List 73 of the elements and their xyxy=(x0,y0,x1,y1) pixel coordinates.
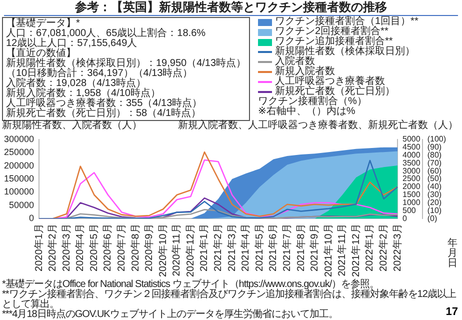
x-tick-label: 2020年3月 xyxy=(60,224,72,272)
y3-tick-label: (30) xyxy=(427,190,442,200)
x-tick-label: 2021年1月 xyxy=(198,224,210,272)
y-tick-label: 100000 xyxy=(4,186,34,197)
y3-axis-title: ワクチン接種割合（%） xyxy=(258,96,368,107)
x-tick-label: 2020年5月 xyxy=(88,224,100,272)
x-axis-title: 年月日 xyxy=(447,238,458,269)
legend-label: ワクチン接種者割合（1回目）** xyxy=(275,16,418,27)
y3-tick-label: (100) xyxy=(427,134,446,144)
y-tick-label: 300000 xyxy=(4,134,34,144)
y2-tick-label: 3500 xyxy=(402,158,421,168)
x-tick-label: 2021年9月 xyxy=(308,224,321,272)
x-tick-label: 2021年8月 xyxy=(294,224,307,272)
x-tick-label: 2022年1月 xyxy=(364,224,376,272)
x-tick-label: 2020年12月 xyxy=(184,224,196,278)
x-tick-label: 2020年10月 xyxy=(156,224,169,278)
y2-tick-label: 500 xyxy=(402,206,416,215)
x-tick-label: 2022年2月 xyxy=(377,224,390,272)
text: ***4月18日時点のGOV.UKウェブサイト上のデータを厚生労働省において加工。 xyxy=(2,309,338,320)
legend-label: 新規死亡者数（死亡日別） xyxy=(275,86,395,97)
y2-tick-label: 2000 xyxy=(402,182,421,192)
y2-tick-label: 5000 xyxy=(402,134,421,144)
y3-tick-label: (10) xyxy=(427,206,442,215)
x-tick-label: 2021年12月 xyxy=(350,224,362,278)
y2-axis-title: 新規入院者数、人工呼吸器つき療養者数、新規死亡者数（人） xyxy=(178,120,458,131)
y2-tick-label: 0 xyxy=(402,214,408,223)
y-tick-label: 250000 xyxy=(4,147,34,158)
chart-title: 参考：【英国】新規陽性者数等とワクチン接種者数の推移 xyxy=(74,0,388,15)
x-tick-label: 2022年3月 xyxy=(391,224,404,272)
y-tick-label: 150000 xyxy=(4,174,34,184)
x-tick-label: 2020年9月 xyxy=(143,224,156,272)
y-axis-title: 新規陽性者数、入院者数（人） xyxy=(2,120,142,131)
x-tick-label: 2020年1月 xyxy=(32,224,45,272)
x-tick-label: 2021年7月 xyxy=(280,224,293,272)
x-tick-label: 2021年6月 xyxy=(267,224,280,272)
y3-tick-label: (90) xyxy=(427,142,442,152)
x-tick-label: 2020年6月 xyxy=(102,224,114,272)
x-tick-label: 2021年2月 xyxy=(212,224,224,272)
text: *基礎データはOffice for National Statistics ウェブサイト（https://www.ons.gov.uk/）を参照。 xyxy=(2,279,380,290)
y3-tick-label: (20) xyxy=(427,198,442,207)
x-tick-label: 2020年2月 xyxy=(46,224,59,272)
y3-tick-label: (50) xyxy=(427,174,442,184)
legend-label: 人工呼吸器つき療養者数 xyxy=(275,76,385,87)
y3-tick-label: (60) xyxy=(427,166,442,176)
y2-tick-label: 3000 xyxy=(402,166,421,176)
y2-tick-label: 2500 xyxy=(402,174,421,184)
x-tick-label: 2020年8月 xyxy=(129,224,142,272)
y-tick-label: 0 xyxy=(29,213,34,224)
legend-label: 新規入院者数 xyxy=(275,66,335,77)
x-tick-label: 2020年7月 xyxy=(116,224,128,272)
x-tick-label: 2021年10月 xyxy=(322,224,334,278)
legend-label: 入院者数 xyxy=(275,56,315,67)
y3-tick-label: (0) xyxy=(427,214,438,223)
x-tick-label: 2020年4月 xyxy=(74,224,86,272)
x-tick-label: 2020年11月 xyxy=(170,224,183,276)
y-tick-label: 200000 xyxy=(4,160,34,170)
legend-label: ワクチン2回接種者割合** xyxy=(275,26,388,37)
y2-tick-label: 4000 xyxy=(402,150,421,160)
y3-tick-label: (70) xyxy=(427,158,442,168)
y2-tick-label: 1500 xyxy=(402,190,421,200)
x-tick-label: 2021年3月 xyxy=(226,224,238,272)
x-tick-label: 2021年4月 xyxy=(240,224,252,272)
y2-tick-label: 4500 xyxy=(402,142,421,152)
text: ※右軸中、（）内は% xyxy=(258,106,356,117)
y-tick-label: 50000 xyxy=(9,200,34,210)
info-box: 【基礎データ】* 人口：67,081,000人、65歳以上割合：18.6% 12歳以上人口：57,155,649人 【直近の数値】 新規陽性者数（検体採取日別）：19,950（4/13時点） （10日移動合計：364,197）（4/13時点） 入院者数：19,028（4/13時点） 新規入院者数：1,958（4/10時点） 人工呼吸器つき療養者数：355（4/13時点） 新規死亡者数（死亡日別）：58（4/1時点） xyxy=(2,17,250,121)
legend-label: ワクチン追加接種者割合** xyxy=(275,36,393,47)
legend-label: 新規陽性者数（検体採取日別） xyxy=(275,46,415,57)
x-tick-label: 2021年5月 xyxy=(253,224,266,272)
y2-tick-label: 1000 xyxy=(402,198,421,207)
y3-tick-label: (80) xyxy=(427,150,442,160)
x-tick-label: 2021年11月 xyxy=(336,224,348,276)
y3-tick-label: (40) xyxy=(427,182,442,192)
